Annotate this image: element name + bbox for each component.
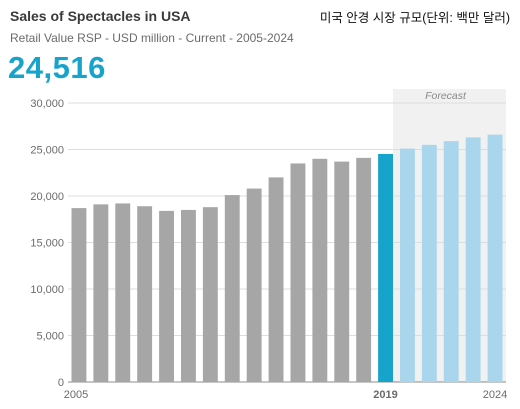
y-tick-label: 15,000 [30, 238, 64, 250]
bar [465, 137, 481, 382]
bar [290, 163, 306, 382]
bar [268, 177, 284, 382]
bar [159, 210, 174, 382]
bar [400, 148, 415, 382]
y-tick-label: 25,000 [30, 145, 64, 157]
chart-subtitle: Retail Value RSP - USD million - Current… [10, 31, 294, 45]
y-tick-label: 30,000 [30, 98, 64, 110]
bar [202, 207, 218, 382]
bar [181, 209, 196, 382]
y-tick-label: 20,000 [30, 191, 64, 203]
bar [93, 204, 109, 382]
bar [421, 144, 437, 382]
bar [71, 208, 87, 382]
headline-value: 24,516 [8, 50, 106, 85]
x-tick-label: 2024 [483, 389, 507, 401]
y-tick-label: 5,000 [36, 331, 64, 343]
bar [487, 134, 503, 382]
bar [137, 206, 153, 382]
unit-note: 미국 안경 시장 규모(단위: 백만 달러) [319, 11, 510, 25]
x-tick-label: 2005 [64, 389, 88, 401]
bar [378, 154, 393, 382]
bar [312, 158, 328, 382]
bar [334, 161, 350, 382]
x-tick-label: 2019 [373, 389, 397, 401]
y-tick-label: 0 [58, 377, 64, 389]
bar [443, 141, 459, 382]
bar [224, 195, 240, 382]
bar [246, 188, 262, 382]
bar [356, 157, 372, 382]
bar [115, 203, 131, 382]
y-tick-label: 10,000 [30, 284, 64, 296]
chart-title: Sales of Spectacles in USA [10, 8, 191, 24]
forecast-label: Forecast [425, 90, 467, 102]
